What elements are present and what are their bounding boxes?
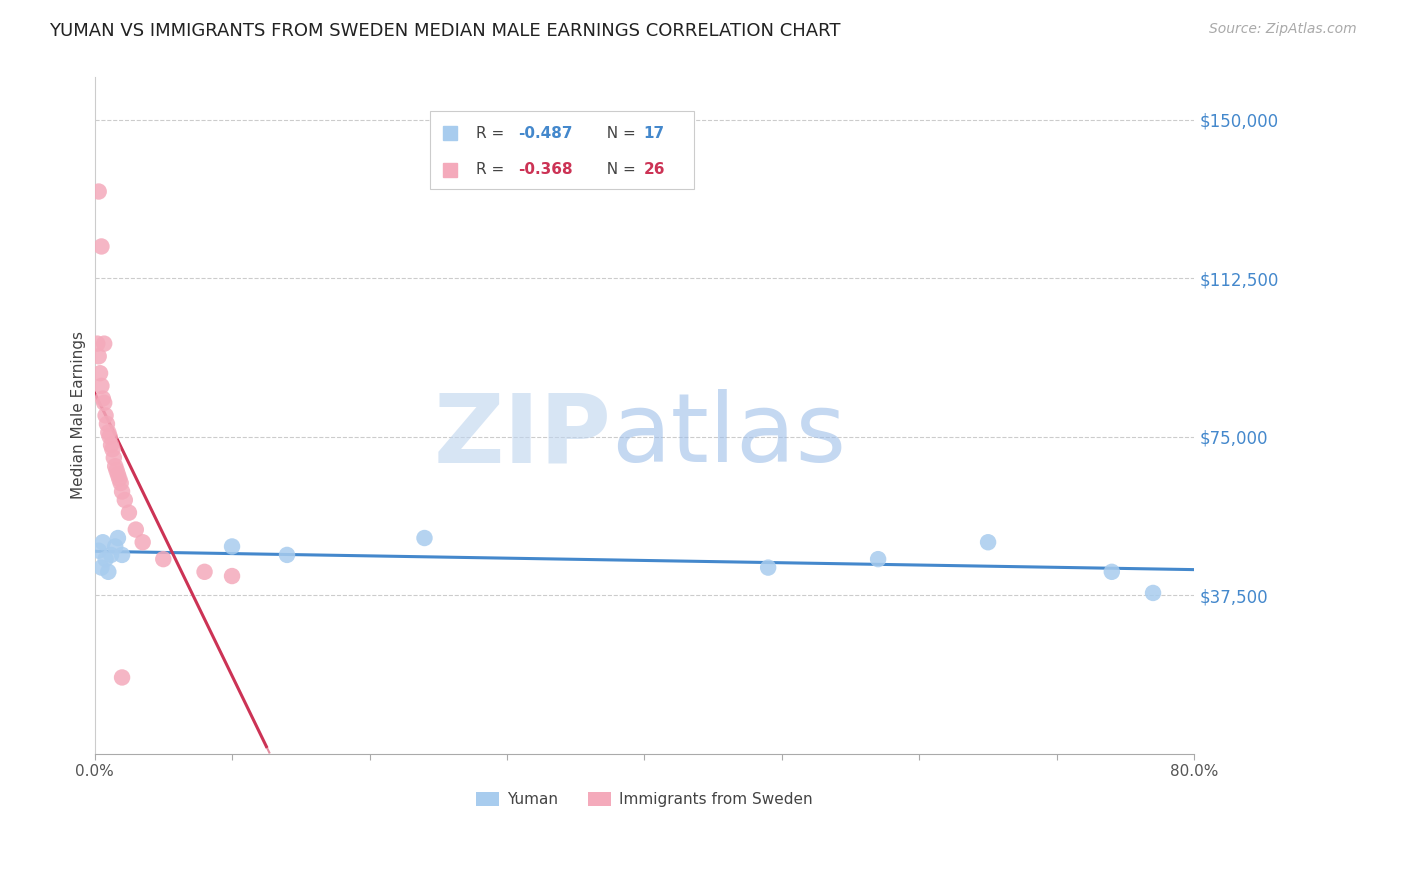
Text: ZIP: ZIP [433, 389, 612, 483]
Point [87, 543, 110, 558]
Point [125, 523, 148, 537]
Point [101, 442, 124, 457]
Point [868, 552, 890, 566]
Point [110, 476, 132, 491]
Point [1101, 565, 1123, 579]
Text: atlas: atlas [612, 389, 846, 483]
Point [93, 396, 115, 410]
Point [86, 336, 108, 351]
Point [107, 467, 129, 482]
Text: -0.487: -0.487 [517, 126, 572, 141]
Point [118, 506, 141, 520]
Point [94, 552, 117, 566]
Point [193, 565, 215, 579]
Text: R =: R = [477, 162, 509, 177]
Point [756, 560, 779, 574]
Point [91, 392, 114, 406]
Point [108, 472, 131, 486]
Point [152, 552, 174, 566]
Point [97, 565, 120, 579]
Point [111, 548, 134, 562]
Point [221, 540, 243, 554]
Point [94, 409, 117, 423]
Point [111, 484, 134, 499]
Point [104, 540, 127, 554]
Point [221, 569, 243, 583]
Legend: Yuman, Immigrants from Sweden: Yuman, Immigrants from Sweden [470, 786, 818, 814]
Point [87, 349, 110, 363]
Point [90, 560, 112, 574]
Point [100, 438, 122, 452]
Text: YUMAN VS IMMIGRANTS FROM SWEDEN MEDIAN MALE EARNINGS CORRELATION CHART: YUMAN VS IMMIGRANTS FROM SWEDEN MEDIAN M… [49, 22, 841, 40]
Text: N =: N = [598, 126, 641, 141]
Point [98, 429, 121, 443]
Point [89, 366, 111, 380]
Text: 26: 26 [644, 162, 665, 177]
Point [93, 336, 115, 351]
Point [114, 493, 136, 508]
Point [100, 548, 122, 562]
Text: -0.368: -0.368 [517, 162, 572, 177]
Point [91, 535, 114, 549]
Point [105, 463, 128, 477]
Point [413, 531, 436, 545]
Point [97, 425, 120, 440]
Text: R =: R = [477, 126, 509, 141]
Point [977, 535, 1000, 549]
Point [90, 239, 112, 253]
Point [87, 185, 110, 199]
Point [1142, 586, 1164, 600]
Point [131, 535, 153, 549]
Point [276, 548, 298, 562]
Text: 17: 17 [644, 126, 665, 141]
FancyBboxPatch shape [430, 112, 695, 189]
Point [111, 670, 134, 684]
Y-axis label: Median Male Earnings: Median Male Earnings [72, 332, 86, 500]
Text: Source: ZipAtlas.com: Source: ZipAtlas.com [1209, 22, 1357, 37]
Point [96, 417, 118, 431]
Point [103, 450, 125, 465]
Text: N =: N = [598, 162, 641, 177]
Point [90, 379, 112, 393]
Point [107, 531, 129, 545]
Point [104, 459, 127, 474]
